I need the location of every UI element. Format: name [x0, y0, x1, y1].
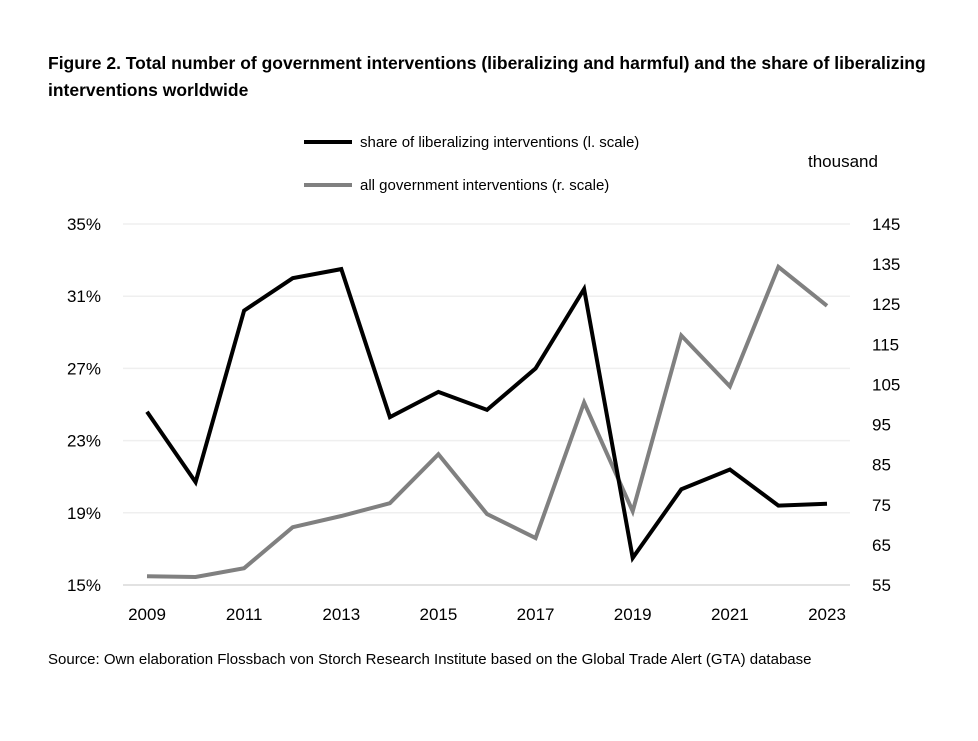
legend-label: share of liberalizing interventions (l. … [360, 134, 639, 151]
left-tick-label: 23% [67, 432, 101, 451]
x-tick-label: 2013 [322, 605, 360, 624]
series-line-all-interventions [146, 263, 829, 580]
x-tick-label: 2017 [517, 605, 555, 624]
right-tick-label: 75 [872, 496, 891, 515]
right-tick-label: 65 [872, 536, 891, 555]
left-tick-label: 27% [67, 359, 101, 378]
x-tick-label: 2023 [808, 605, 846, 624]
right-tick-label: 85 [872, 456, 891, 475]
source-note: Source: Own elaboration Flossbach von St… [48, 651, 812, 668]
right-tick-label: 145 [872, 215, 900, 234]
right-tick-label: 55 [872, 576, 891, 595]
x-tick-label: 2019 [614, 605, 652, 624]
series-line-share-liberalizing [145, 266, 828, 563]
right-axis-unit-label: thousand [808, 152, 878, 171]
right-tick-label: 115 [872, 335, 899, 354]
right-tick-label: 125 [872, 295, 900, 314]
right-tick-label: 95 [872, 416, 891, 435]
x-tick-label: 2011 [226, 605, 263, 624]
left-tick-label: 19% [67, 504, 101, 523]
chart-title: Figure 2. Total number of government int… [48, 53, 926, 100]
left-tick-label: 15% [67, 576, 101, 595]
x-tick-label: 2021 [711, 605, 749, 624]
x-tick-label: 2009 [128, 605, 166, 624]
left-tick-label: 31% [67, 287, 101, 306]
right-tick-label: 105 [872, 375, 900, 394]
legend-label: all government interventions (r. scale) [360, 177, 609, 194]
right-tick-label: 135 [872, 255, 900, 274]
left-tick-label: 35% [67, 215, 101, 234]
x-tick-label: 2015 [420, 605, 458, 624]
